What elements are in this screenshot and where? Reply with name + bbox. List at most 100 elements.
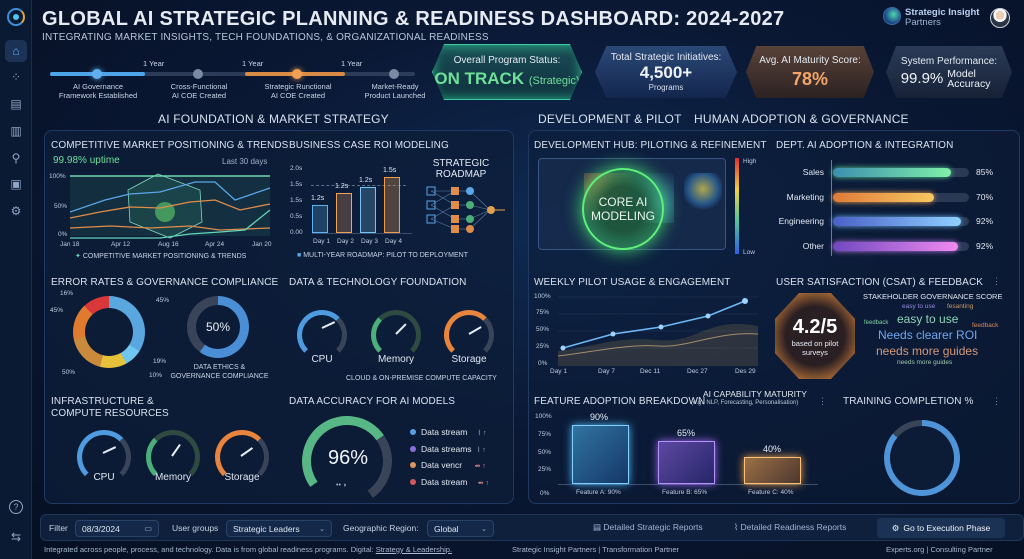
page-title: GLOBAL AI STRATEGIC PLANNING & READINESS… [42,8,785,30]
competitive-title: COMPETITIVE MARKET POSITIONING & TRENDS [51,140,289,151]
sidebar-item-documents[interactable]: ▤ [5,93,27,115]
heat-scale-bar [735,158,739,254]
dev-hub-title: DEVELOPMENT HUB: PILOTING & REFINEMENT [534,140,767,151]
more-menu-icon[interactable]: ⋮ [818,396,827,406]
adoption-row-engineering[interactable]: Engineering 92% [778,216,994,226]
feature-bar-c[interactable] [744,457,801,484]
maturity-subtitle: (e.g., NLP, Forecasting, Personalisation… [691,400,799,406]
section-title-human: HUMAN ADOPTION & GOVERNANCE [694,112,909,126]
competitive-legend: ✦ COMPETITIVE MARKET POSITIONING & TREND… [75,253,247,260]
milestone-dot[interactable] [193,69,203,79]
gear-icon: ⚙ [891,522,900,533]
kpi-value: ON TRACK (Strategic) [434,69,580,88]
roi-bar-chart[interactable]: 1.2s 1.2s 1.2s 1.5s [311,167,412,234]
region-select[interactable]: Global ⌄ [427,520,494,537]
more-menu-icon[interactable]: ⋮ [992,396,1001,406]
feature-bar-a[interactable] [572,425,629,484]
roi-bar[interactable]: 1.5s [383,167,400,233]
pilot-usage-title: WEEKLY PILOT USAGE & ENGAGEMENT [534,277,731,288]
sidebar-item-home[interactable]: ⌂ [5,40,27,62]
kpi-maturity-score[interactable]: Avg. AI Maturity Score: 78% [746,46,874,98]
kpi-system-performance[interactable]: System Performance: 99.9% Model Accuracy [886,46,1012,98]
sidebar: ⌂ ⁘ ▤ ▥ ⚲ ▣ ⚙ ? ⇆ [0,0,32,559]
core-ai-modeling-orb[interactable]: CORE AI MODELING [582,168,664,250]
interval-label: 1 Year [143,59,165,68]
help-button[interactable]: ? [9,500,23,514]
sidebar-item-settings[interactable]: ⚙ [5,200,27,222]
compliance-donut[interactable]: 50% [187,296,249,358]
competitive-line-chart[interactable] [70,172,275,240]
milestone-dot[interactable] [389,69,399,79]
roi-bar[interactable]: 1.2s [359,177,376,233]
logout-button[interactable]: ⇆ [5,526,27,548]
execution-phase-button[interactable]: ⚙ Go to Execution Phase [877,518,1005,538]
sidebar-item-analytics[interactable]: ▥ [5,120,27,142]
adoption-row-other[interactable]: Other 92% [802,241,994,251]
user-groups-select[interactable]: Strategic Leaders ⌄ [226,520,332,537]
workflow-icon: ⚲ [11,151,21,165]
interval-label: 1 Year [242,59,264,68]
training-title: TRAINING COMPLETION % [843,396,974,407]
footer-partner: Strategic Insight Partners | Transformat… [512,545,680,554]
memory-gauge[interactable] [371,310,421,360]
more-menu-icon[interactable]: ⋮ [266,276,275,286]
sidebar-item-workflow[interactable]: ⚲ [5,147,27,169]
sidebar-item-profile[interactable]: ▣ [5,173,27,195]
infra-storage-gauge[interactable] [215,430,269,484]
help-icon: ? [13,502,19,512]
kpi-program-status[interactable]: Overall Program Status: ON TRACK (Strate… [432,44,582,100]
report-icon: ▤ [593,522,602,532]
legend-item: Data vencr ⇴ ↑ [410,458,489,475]
strategy-link[interactable]: Strategy & Leadership. [375,545,453,554]
csat-score-badge[interactable]: 4.2/5 based on pilot surveys [775,293,855,379]
feature-bar-b[interactable] [658,441,715,484]
adoption-row-marketing[interactable]: Marketing 70% [786,192,994,202]
storage-gauge[interactable] [444,310,494,360]
footer-experts[interactable]: Experts.org | Consulting Partner [886,545,993,554]
time-range[interactable]: Last 30 days [222,157,268,166]
user-avatar[interactable] [990,8,1010,28]
legend-item: Data stream ⌇ ↑ [410,425,489,442]
roi-title: BUSINESS CASE ROI MODELING [289,140,449,151]
pager-dots[interactable]: •• ◗ [336,482,348,489]
more-menu-icon[interactable]: ⋮ [992,276,1001,286]
sidebar-item-apps[interactable]: ⁘ [5,66,27,88]
training-completion-donut[interactable] [884,420,960,496]
tech-foundation-title: DATA & TECHNOLOGY FOUNDATION [289,277,467,288]
accuracy-legend: Data stream ⌇ ↑ Data streams ⌇ ↑ Data ve… [410,425,489,491]
infra-memory-gauge[interactable] [146,430,200,484]
logout-icon: ⇆ [10,530,22,544]
roi-bar[interactable]: 1.2s [335,183,352,233]
roi-legend: ■ MULTI-YEAR ROADMAP: PILOT TO DEPLOYMEN… [297,252,468,259]
home-icon: ⌂ [12,44,20,58]
milestone-dot[interactable] [92,69,102,79]
cpu-gauge[interactable] [297,310,347,360]
date-filter-input[interactable]: 08/3/2024 ▭ [75,520,159,537]
roi-bar[interactable]: 1.2s [311,195,328,233]
chevron-down-icon: ⌄ [319,525,325,533]
roadmap-network-diagram [426,186,505,233]
compute-capacity-caption: CLOUD & ON-PREMISE COMPUTE CAPACITY [346,375,497,382]
milestone-label: Strategic Runctional AI COE Created [264,82,332,100]
strategic-reports-link[interactable]: ▤ Detailed Strategic Reports [593,522,703,532]
settings-icon: ⚙ [10,204,22,218]
kpi-total-initiatives[interactable]: Total Strategic Initiatives: 4,500+ Prog… [595,46,737,98]
pilot-usage-line-chart[interactable] [558,296,758,366]
kpi-value: 99.9% Model Accuracy [900,67,991,90]
feature-adoption-title: FEATURE ADOPTION BREAKDOWN [534,396,706,407]
feedback-word-cloud: easy to use fesanting feedback easy to u… [864,303,999,366]
error-rate-donut[interactable] [73,296,145,368]
milestone-dot[interactable] [292,69,302,79]
brand-name: Strategic Insight Partners [905,7,980,28]
bar-chart-icon: ▥ [10,124,22,138]
brand-globe-icon [883,7,901,25]
readiness-reports-link[interactable]: ⌇ Detailed Readiness Reports [734,522,847,532]
app-logo [7,8,25,26]
chart-icon: ⌇ [734,522,739,532]
uptime-text: 99.98% uptime [53,155,120,166]
milestone-label: AI Governance Framework Established [58,82,138,100]
section-title-foundation: AI FOUNDATION & MARKET STRATEGY [158,112,389,126]
infra-cpu-gauge[interactable] [77,430,131,484]
error-rates-title: ERROR RATES & GOVERNANCE COMPLIANCE [51,277,279,288]
adoption-row-sales[interactable]: Sales 85% [802,167,994,177]
